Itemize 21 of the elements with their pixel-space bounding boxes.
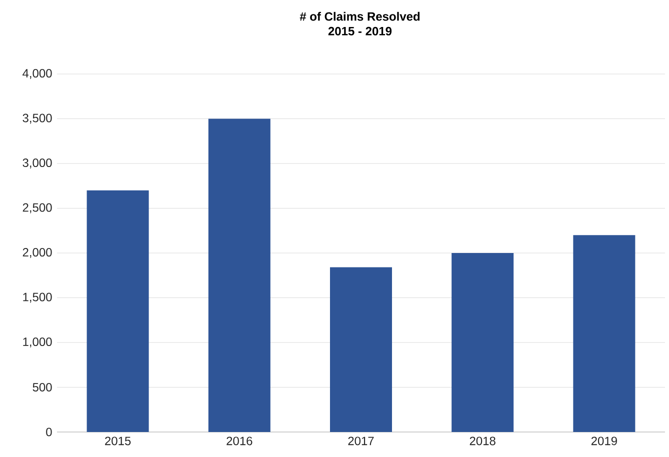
x-tick-label: 2019 [591, 436, 617, 446]
bar [330, 267, 392, 432]
y-tick-label: 3,000 [22, 158, 52, 168]
chart-subtitle: 2015 - 2019 [328, 26, 392, 36]
bar [573, 235, 636, 432]
y-tick-label: 0 [46, 428, 52, 436]
x-tick-label: 2017 [348, 436, 374, 446]
y-tick-label: 3,500 [22, 114, 52, 124]
bar [452, 252, 514, 432]
x-tick-label: 2018 [470, 436, 496, 446]
y-tick-label: 2,500 [22, 203, 52, 214]
y-tick-label: 1,000 [23, 338, 52, 348]
y-tick-label: 2,000 [22, 248, 52, 258]
y-tick-label: 500 [32, 382, 52, 392]
bar [208, 118, 270, 432]
x-tick-label: 2016 [226, 436, 252, 446]
y-tick-label: 1,500 [23, 292, 52, 303]
y-tick-label: 4,000 [22, 69, 52, 79]
bar [86, 190, 149, 432]
chart-title: # of Claims Resolved [300, 12, 420, 21]
x-tick-label: 2015 [105, 436, 131, 446]
